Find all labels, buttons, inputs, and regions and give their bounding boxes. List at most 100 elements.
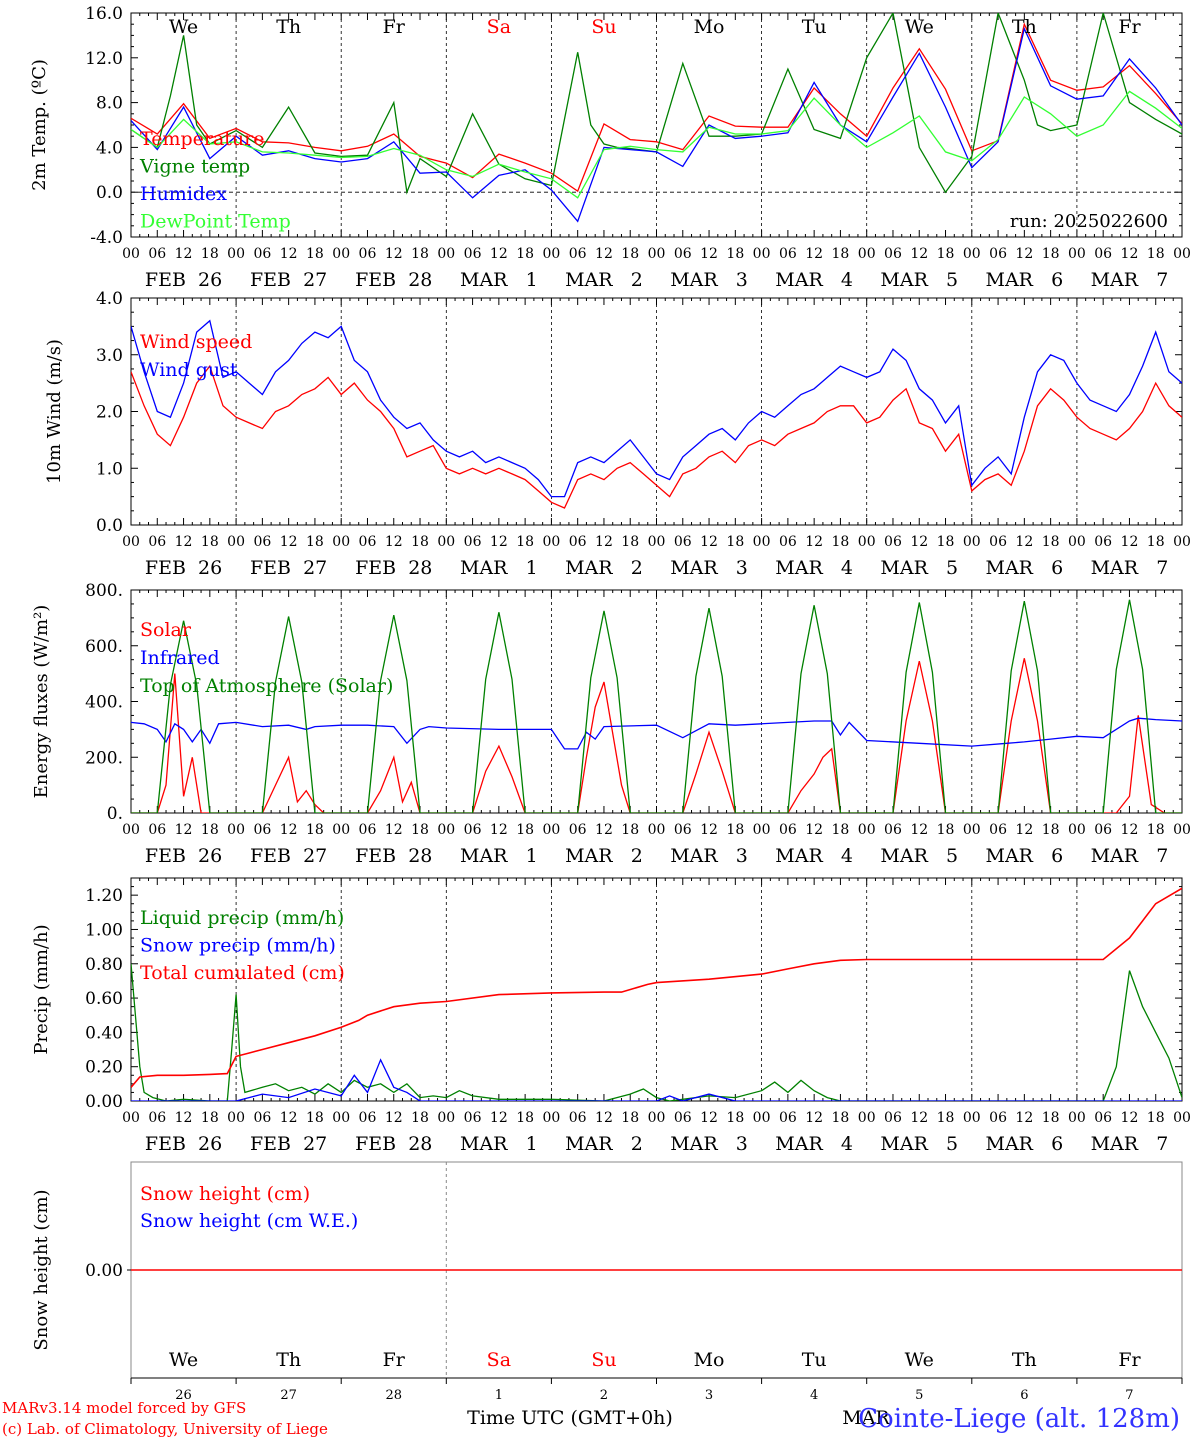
date-label: MAR 5 [880, 269, 958, 291]
date-label: MAR 1 [460, 1133, 538, 1155]
hour-label: 18 [306, 822, 324, 838]
y-axis-label: Precip (mm/h) [31, 924, 52, 1054]
hour-label: 12 [1121, 246, 1139, 262]
hour-label: 06 [148, 246, 166, 262]
date-label: MAR 3 [670, 557, 748, 579]
hour-label: 06 [359, 246, 377, 262]
hour-label: 12 [175, 1110, 193, 1126]
hour-label: 06 [569, 534, 587, 550]
day-number-label: 4 [810, 1388, 818, 1403]
hour-label: 00 [542, 1110, 560, 1126]
date-label: MAR 5 [880, 845, 958, 867]
legend-entry: DewPoint Temp [140, 211, 291, 233]
day-number-label: 27 [280, 1388, 297, 1403]
series-group [131, 319, 1182, 509]
day-number-label: 6 [1020, 1388, 1028, 1403]
hour-label: 06 [884, 822, 902, 838]
hour-label: 18 [516, 246, 534, 262]
xaxis-title: Time UTC (GMT+0h) [467, 1407, 673, 1429]
date-label: MAR 6 [985, 1133, 1063, 1155]
hour-label: 18 [411, 1110, 429, 1126]
date-label: MAR 7 [1091, 557, 1169, 579]
date-label: MAR 1 [460, 269, 538, 291]
weekday-label: Sa [487, 16, 511, 38]
series-group [131, 887, 1182, 1101]
hour-label: 00 [1173, 1110, 1191, 1126]
hour-label: 00 [542, 534, 560, 550]
hour-label: 12 [385, 822, 403, 838]
hour-label: 00 [122, 822, 140, 838]
hour-label: 06 [1094, 822, 1112, 838]
hour-label: 06 [148, 822, 166, 838]
hour-label: 18 [306, 534, 324, 550]
y-axis-label: Snow height (cm) [31, 1189, 52, 1350]
hour-label: 18 [411, 822, 429, 838]
hour-label: 18 [1042, 1110, 1060, 1126]
date-label: MAR 6 [985, 557, 1063, 579]
y-tick-label: 0.80 [85, 955, 123, 975]
weekday-label: Th [1012, 16, 1037, 38]
hour-label: 12 [595, 1110, 613, 1126]
hour-label: 12 [805, 822, 823, 838]
hour-label: 06 [1094, 246, 1112, 262]
weekday-label: We [905, 16, 934, 38]
hour-label: 12 [490, 822, 508, 838]
hour-label: 00 [963, 822, 981, 838]
y-tick-label: 1.00 [85, 920, 123, 940]
hour-label: 00 [648, 534, 666, 550]
hour-label: 12 [1121, 1110, 1139, 1126]
y-tick-label: 800. [85, 581, 123, 601]
hour-label: 00 [437, 246, 455, 262]
hour-label: 12 [385, 246, 403, 262]
hour-label: 00 [227, 246, 245, 262]
date-label: MAR 4 [775, 557, 853, 579]
panel-3: 00 06 12 18 00 06 12 18 00 06 12 18 00 06 12 18 00 06 12 18… [31, 581, 1191, 867]
hour-label: 12 [910, 1110, 928, 1126]
hour-label: 18 [411, 534, 429, 550]
series-line [131, 658, 1182, 813]
hour-label: 06 [884, 1110, 902, 1126]
hour-label: 00 [332, 246, 350, 262]
y-tick-label: 0.00 [85, 1092, 123, 1112]
date-label: MAR 7 [1091, 269, 1169, 291]
hour-label: 12 [805, 246, 823, 262]
y-tick-label: 200. [85, 748, 123, 768]
hour-label: 18 [201, 822, 219, 838]
hour-label: 18 [516, 1110, 534, 1126]
hour-label: 06 [569, 246, 587, 262]
hour-label: 00 [1068, 1110, 1086, 1126]
date-label: MAR 2 [565, 845, 643, 867]
hour-label: 06 [779, 822, 797, 838]
hour-label: 12 [910, 534, 928, 550]
hour-label: 00 [963, 1110, 981, 1126]
hour-label: 06 [1094, 534, 1112, 550]
hour-label: 12 [385, 534, 403, 550]
hour-label: 06 [779, 246, 797, 262]
hour-label: 12 [490, 534, 508, 550]
hour-label: 12 [1015, 246, 1033, 262]
credit-line-1: MARv3.14 model forced by GFS [2, 1399, 246, 1417]
hour-label: 12 [910, 822, 928, 838]
legend-entry: Humidex [140, 183, 227, 205]
date-label: MAR 7 [1091, 845, 1169, 867]
panels: 00 06 12 18 00 06 12 18 00 06 12 18 00 06 12 18 00 06 12 18… [29, 4, 1191, 1379]
hour-label: 18 [201, 1110, 219, 1126]
date-label: MAR 3 [670, 1133, 748, 1155]
date-label: MAR 7 [1091, 1133, 1169, 1155]
hour-label: 06 [464, 1110, 482, 1126]
date-label: MAR 2 [565, 557, 643, 579]
hour-label: 18 [726, 822, 744, 838]
hour-label: 06 [253, 1110, 271, 1126]
date-label: FEB 27 [250, 557, 327, 579]
date-label: MAR 2 [565, 1133, 643, 1155]
hour-label: 00 [858, 822, 876, 838]
weekday-label: Mo [694, 1349, 725, 1371]
series-line [131, 26, 1182, 223]
hour-label: 00 [753, 822, 771, 838]
hour-label: 18 [201, 246, 219, 262]
date-label: MAR 4 [775, 269, 853, 291]
hour-label: 12 [280, 1110, 298, 1126]
weekday-label: Th [276, 16, 301, 38]
hour-label: 12 [175, 534, 193, 550]
y-tick-label: 16.0 [85, 4, 123, 24]
